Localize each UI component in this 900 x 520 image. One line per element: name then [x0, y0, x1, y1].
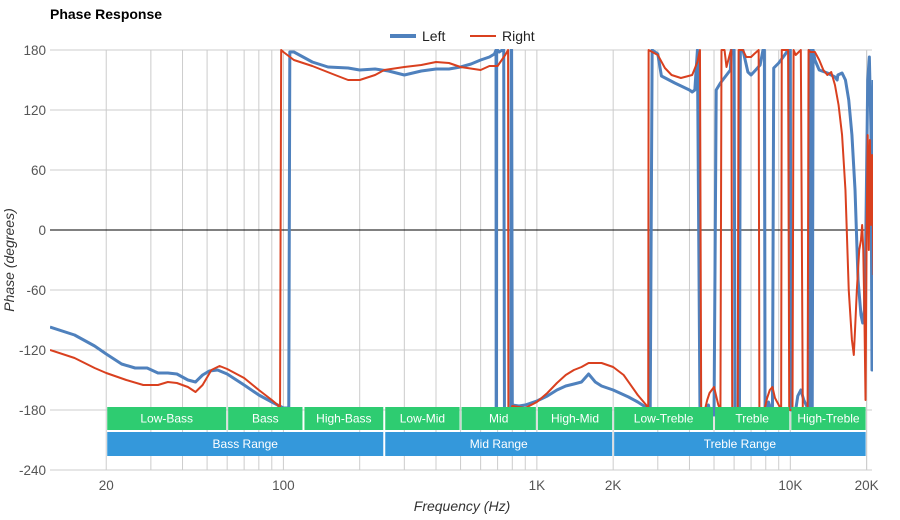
band-label: High-Bass [316, 412, 371, 426]
legend-label-right: Right [502, 28, 535, 44]
band-box [614, 407, 714, 430]
series-lines [50, 49, 873, 417]
y-tick-label: 60 [31, 163, 46, 178]
band-box [107, 407, 227, 430]
legend[interactable]: Left Right [390, 28, 535, 44]
band-box [385, 407, 460, 430]
band-label: High-Treble [797, 412, 860, 426]
y-tick-label: -120 [19, 343, 46, 358]
y-tick-label: 180 [23, 43, 46, 58]
legend-label-left: Left [422, 28, 445, 44]
band-label: Low-Bass [140, 412, 193, 426]
range-box [614, 432, 866, 456]
y-axis-ticks: 180 120 60 0 -60 -120 -180 -240 [19, 43, 46, 478]
band-label: Low-Treble [634, 412, 694, 426]
range-label: Treble Range [704, 437, 777, 451]
chart-title: Phase Response [50, 6, 162, 22]
band-label: High-Mid [551, 412, 599, 426]
band-box [715, 407, 790, 430]
x-tick-label: 20 [99, 478, 114, 493]
y-tick-label: -180 [19, 403, 46, 418]
x-axis-ticks: 20 100 1K 2K 10K 20K [99, 478, 879, 493]
band-box [791, 407, 866, 430]
y-axis-label: Phase (degrees) [1, 208, 17, 312]
range-box [385, 432, 613, 456]
band-label: Treble [735, 412, 769, 426]
x-tick-label: 10K [778, 478, 802, 493]
frequency-bands: Low-Bass Bass High-Bass Low-Mid Mid High-Mid L… [107, 407, 866, 456]
x-tick-label: 2K [605, 478, 622, 493]
band-label: Low-Mid [400, 412, 445, 426]
x-tick-label: 1K [529, 478, 546, 493]
y-tick-label: 120 [23, 103, 46, 118]
legend-item-right[interactable]: Right [470, 28, 535, 44]
range-label: Bass Range [213, 437, 279, 451]
y-tick-label: -240 [19, 463, 46, 478]
range-box [107, 432, 384, 456]
x-tick-label: 20K [855, 478, 879, 493]
band-box [228, 407, 303, 430]
x-axis-label: Frequency (Hz) [414, 498, 510, 514]
series-line-left [50, 49, 873, 417]
range-label: Mid Range [470, 437, 528, 451]
band-label: Mid [489, 412, 508, 426]
y-tick-label: -60 [26, 283, 46, 298]
band-box [537, 407, 613, 430]
band-box [461, 407, 536, 430]
band-label: Bass [252, 412, 279, 426]
band-box [304, 407, 384, 430]
x-tick-label: 100 [272, 478, 295, 493]
y-tick-label: 0 [38, 223, 46, 238]
legend-item-left[interactable]: Left [390, 28, 445, 44]
